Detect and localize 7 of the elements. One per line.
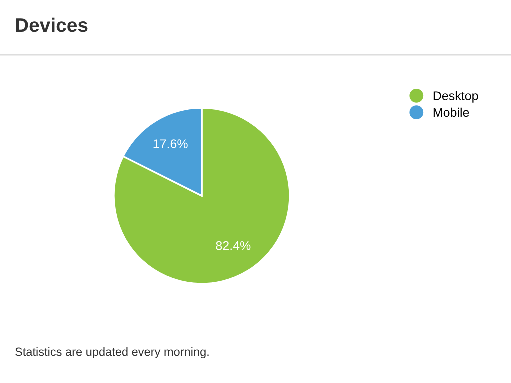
- pie-slice: [113, 107, 291, 285]
- text: Statistics are updated every morning.: [16, 347, 209, 358]
- legend-label: Desktop: [434, 91, 478, 103]
- data-label: 17.6%: [154, 140, 188, 148]
- chart-title: Devices: [16, 18, 88, 32]
- data-label: 82.4%: [216, 241, 251, 250]
- legend-label: Mobile: [434, 108, 470, 118]
